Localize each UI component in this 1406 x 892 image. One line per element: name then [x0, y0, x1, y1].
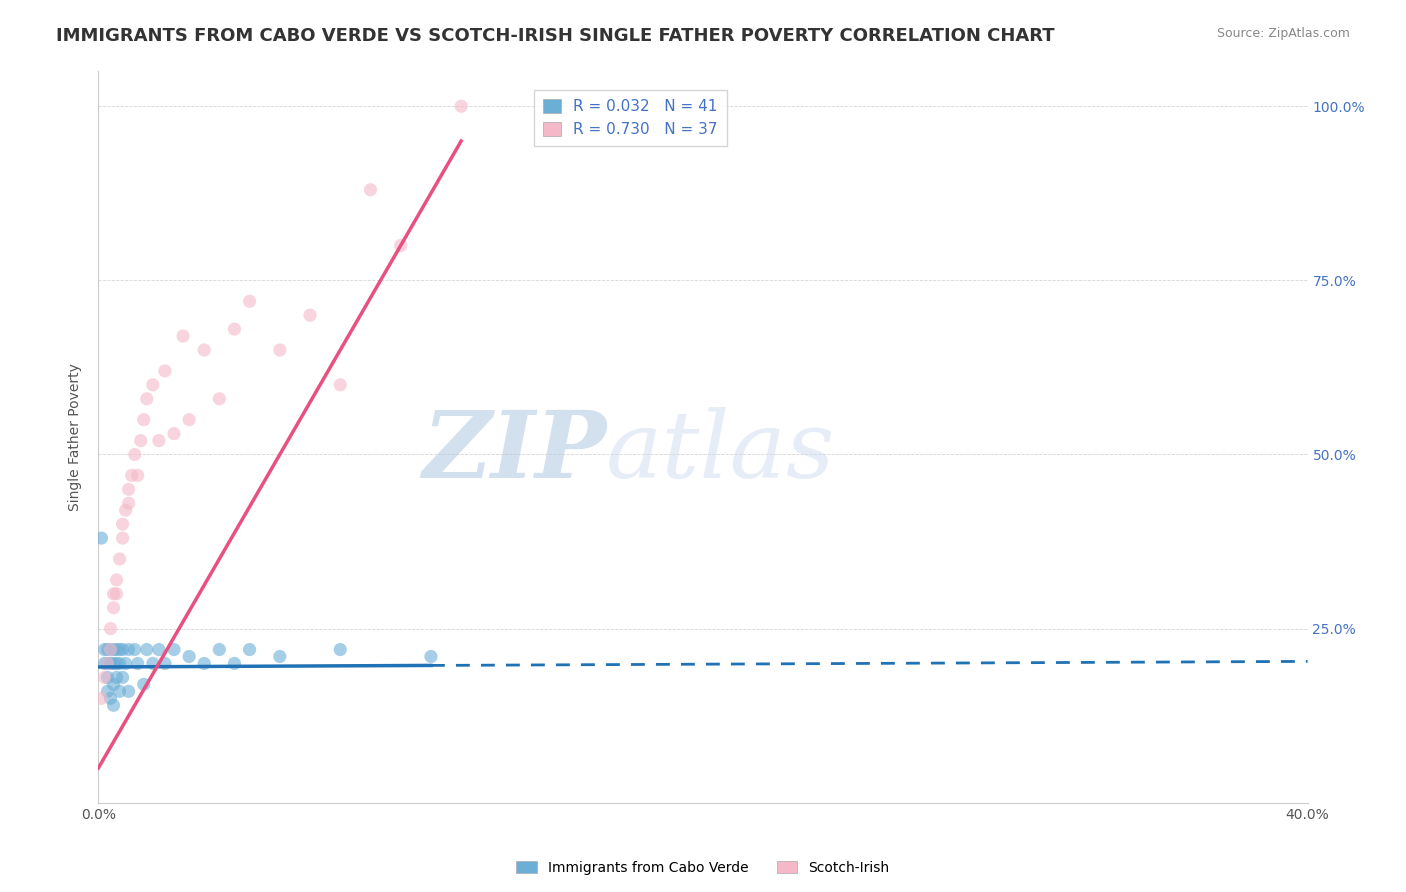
- Point: [269, 343, 291, 357]
- Point: [111, 670, 134, 684]
- Point: [135, 392, 157, 406]
- Point: [153, 364, 176, 378]
- Point: [360, 183, 382, 197]
- Point: [148, 434, 170, 448]
- Point: [108, 684, 131, 698]
- Point: [142, 377, 165, 392]
- Point: [108, 657, 131, 671]
- Y-axis label: Single Father Poverty: Single Father Poverty: [69, 363, 83, 511]
- Point: [111, 531, 134, 545]
- Point: [153, 657, 176, 671]
- Point: [96, 657, 118, 671]
- Point: [329, 642, 352, 657]
- Point: [208, 642, 231, 657]
- Point: [93, 642, 115, 657]
- Point: [103, 642, 125, 657]
- Point: [100, 657, 122, 671]
- Point: [93, 657, 115, 671]
- Text: Source: ZipAtlas.com: Source: ZipAtlas.com: [1216, 27, 1350, 40]
- Point: [193, 657, 215, 671]
- Point: [132, 677, 155, 691]
- Point: [108, 552, 131, 566]
- Point: [118, 684, 141, 698]
- Point: [100, 691, 122, 706]
- Point: [105, 642, 128, 657]
- Point: [108, 642, 131, 657]
- Point: [224, 322, 246, 336]
- Text: ZIP: ZIP: [422, 407, 606, 497]
- Point: [389, 238, 412, 252]
- Point: [163, 642, 186, 657]
- Point: [329, 377, 352, 392]
- Text: atlas: atlas: [606, 407, 835, 497]
- Point: [224, 657, 246, 671]
- Point: [111, 642, 134, 657]
- Legend: Immigrants from Cabo Verde, Scotch-Irish: Immigrants from Cabo Verde, Scotch-Irish: [510, 855, 896, 880]
- Point: [103, 677, 125, 691]
- Point: [100, 642, 122, 657]
- Point: [124, 448, 146, 462]
- Point: [142, 657, 165, 671]
- Point: [179, 649, 201, 664]
- Point: [103, 587, 125, 601]
- Point: [103, 657, 125, 671]
- Point: [121, 468, 143, 483]
- Point: [269, 649, 291, 664]
- Point: [105, 670, 128, 684]
- Point: [239, 294, 262, 309]
- Point: [105, 573, 128, 587]
- Point: [127, 657, 149, 671]
- Point: [127, 468, 149, 483]
- Legend: R = 0.032   N = 41, R = 0.730   N = 37: R = 0.032 N = 41, R = 0.730 N = 37: [534, 90, 727, 146]
- Point: [163, 426, 186, 441]
- Point: [100, 622, 122, 636]
- Point: [172, 329, 194, 343]
- Point: [299, 308, 322, 322]
- Point: [100, 642, 122, 657]
- Point: [114, 503, 136, 517]
- Point: [111, 517, 134, 532]
- Point: [118, 496, 141, 510]
- Point: [96, 642, 118, 657]
- Point: [420, 649, 443, 664]
- Point: [450, 99, 472, 113]
- Point: [239, 642, 262, 657]
- Point: [103, 600, 125, 615]
- Point: [118, 642, 141, 657]
- Point: [148, 642, 170, 657]
- Point: [132, 412, 155, 426]
- Point: [96, 684, 118, 698]
- Point: [114, 657, 136, 671]
- Point: [135, 642, 157, 657]
- Point: [90, 691, 112, 706]
- Point: [179, 412, 201, 426]
- Point: [208, 392, 231, 406]
- Text: IMMIGRANTS FROM CABO VERDE VS SCOTCH-IRISH SINGLE FATHER POVERTY CORRELATION CHA: IMMIGRANTS FROM CABO VERDE VS SCOTCH-IRI…: [56, 27, 1054, 45]
- Point: [193, 343, 215, 357]
- Point: [105, 657, 128, 671]
- Point: [96, 670, 118, 684]
- Point: [129, 434, 152, 448]
- Point: [90, 531, 112, 545]
- Point: [93, 670, 115, 684]
- Point: [124, 642, 146, 657]
- Point: [118, 483, 141, 497]
- Point: [105, 587, 128, 601]
- Point: [96, 657, 118, 671]
- Point: [103, 698, 125, 713]
